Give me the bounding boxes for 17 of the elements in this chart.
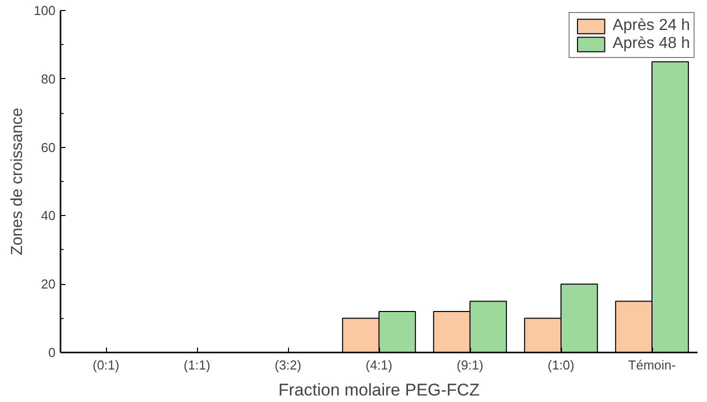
y-axis-title: Zones de croissance (8, 108, 26, 256)
x-axis-title: Fraction molaire PEG-FCZ (278, 380, 480, 400)
y-tick-label: 60 (41, 140, 56, 155)
x-tick-label: (1:0) (548, 358, 574, 372)
y-tick-label: 100 (34, 3, 56, 18)
y-tick-label: 80 (41, 71, 56, 86)
x-tick-label: (4:1) (366, 358, 392, 372)
y-tick-label: 20 (41, 276, 56, 292)
x-tick-label: (3:2) (274, 358, 302, 372)
x-tick-label: (1:1) (184, 358, 210, 372)
y-tick-label: 0 (48, 345, 56, 360)
legend-label: Après 24 h (612, 17, 690, 35)
x-tick-label: (9:1) (456, 358, 484, 372)
x-tick-label: (0:1) (92, 358, 120, 372)
y-tick-label: 40 (41, 208, 56, 224)
legend-label: Après 48 h (612, 35, 690, 53)
x-tick-label: Témoin- (628, 358, 676, 372)
